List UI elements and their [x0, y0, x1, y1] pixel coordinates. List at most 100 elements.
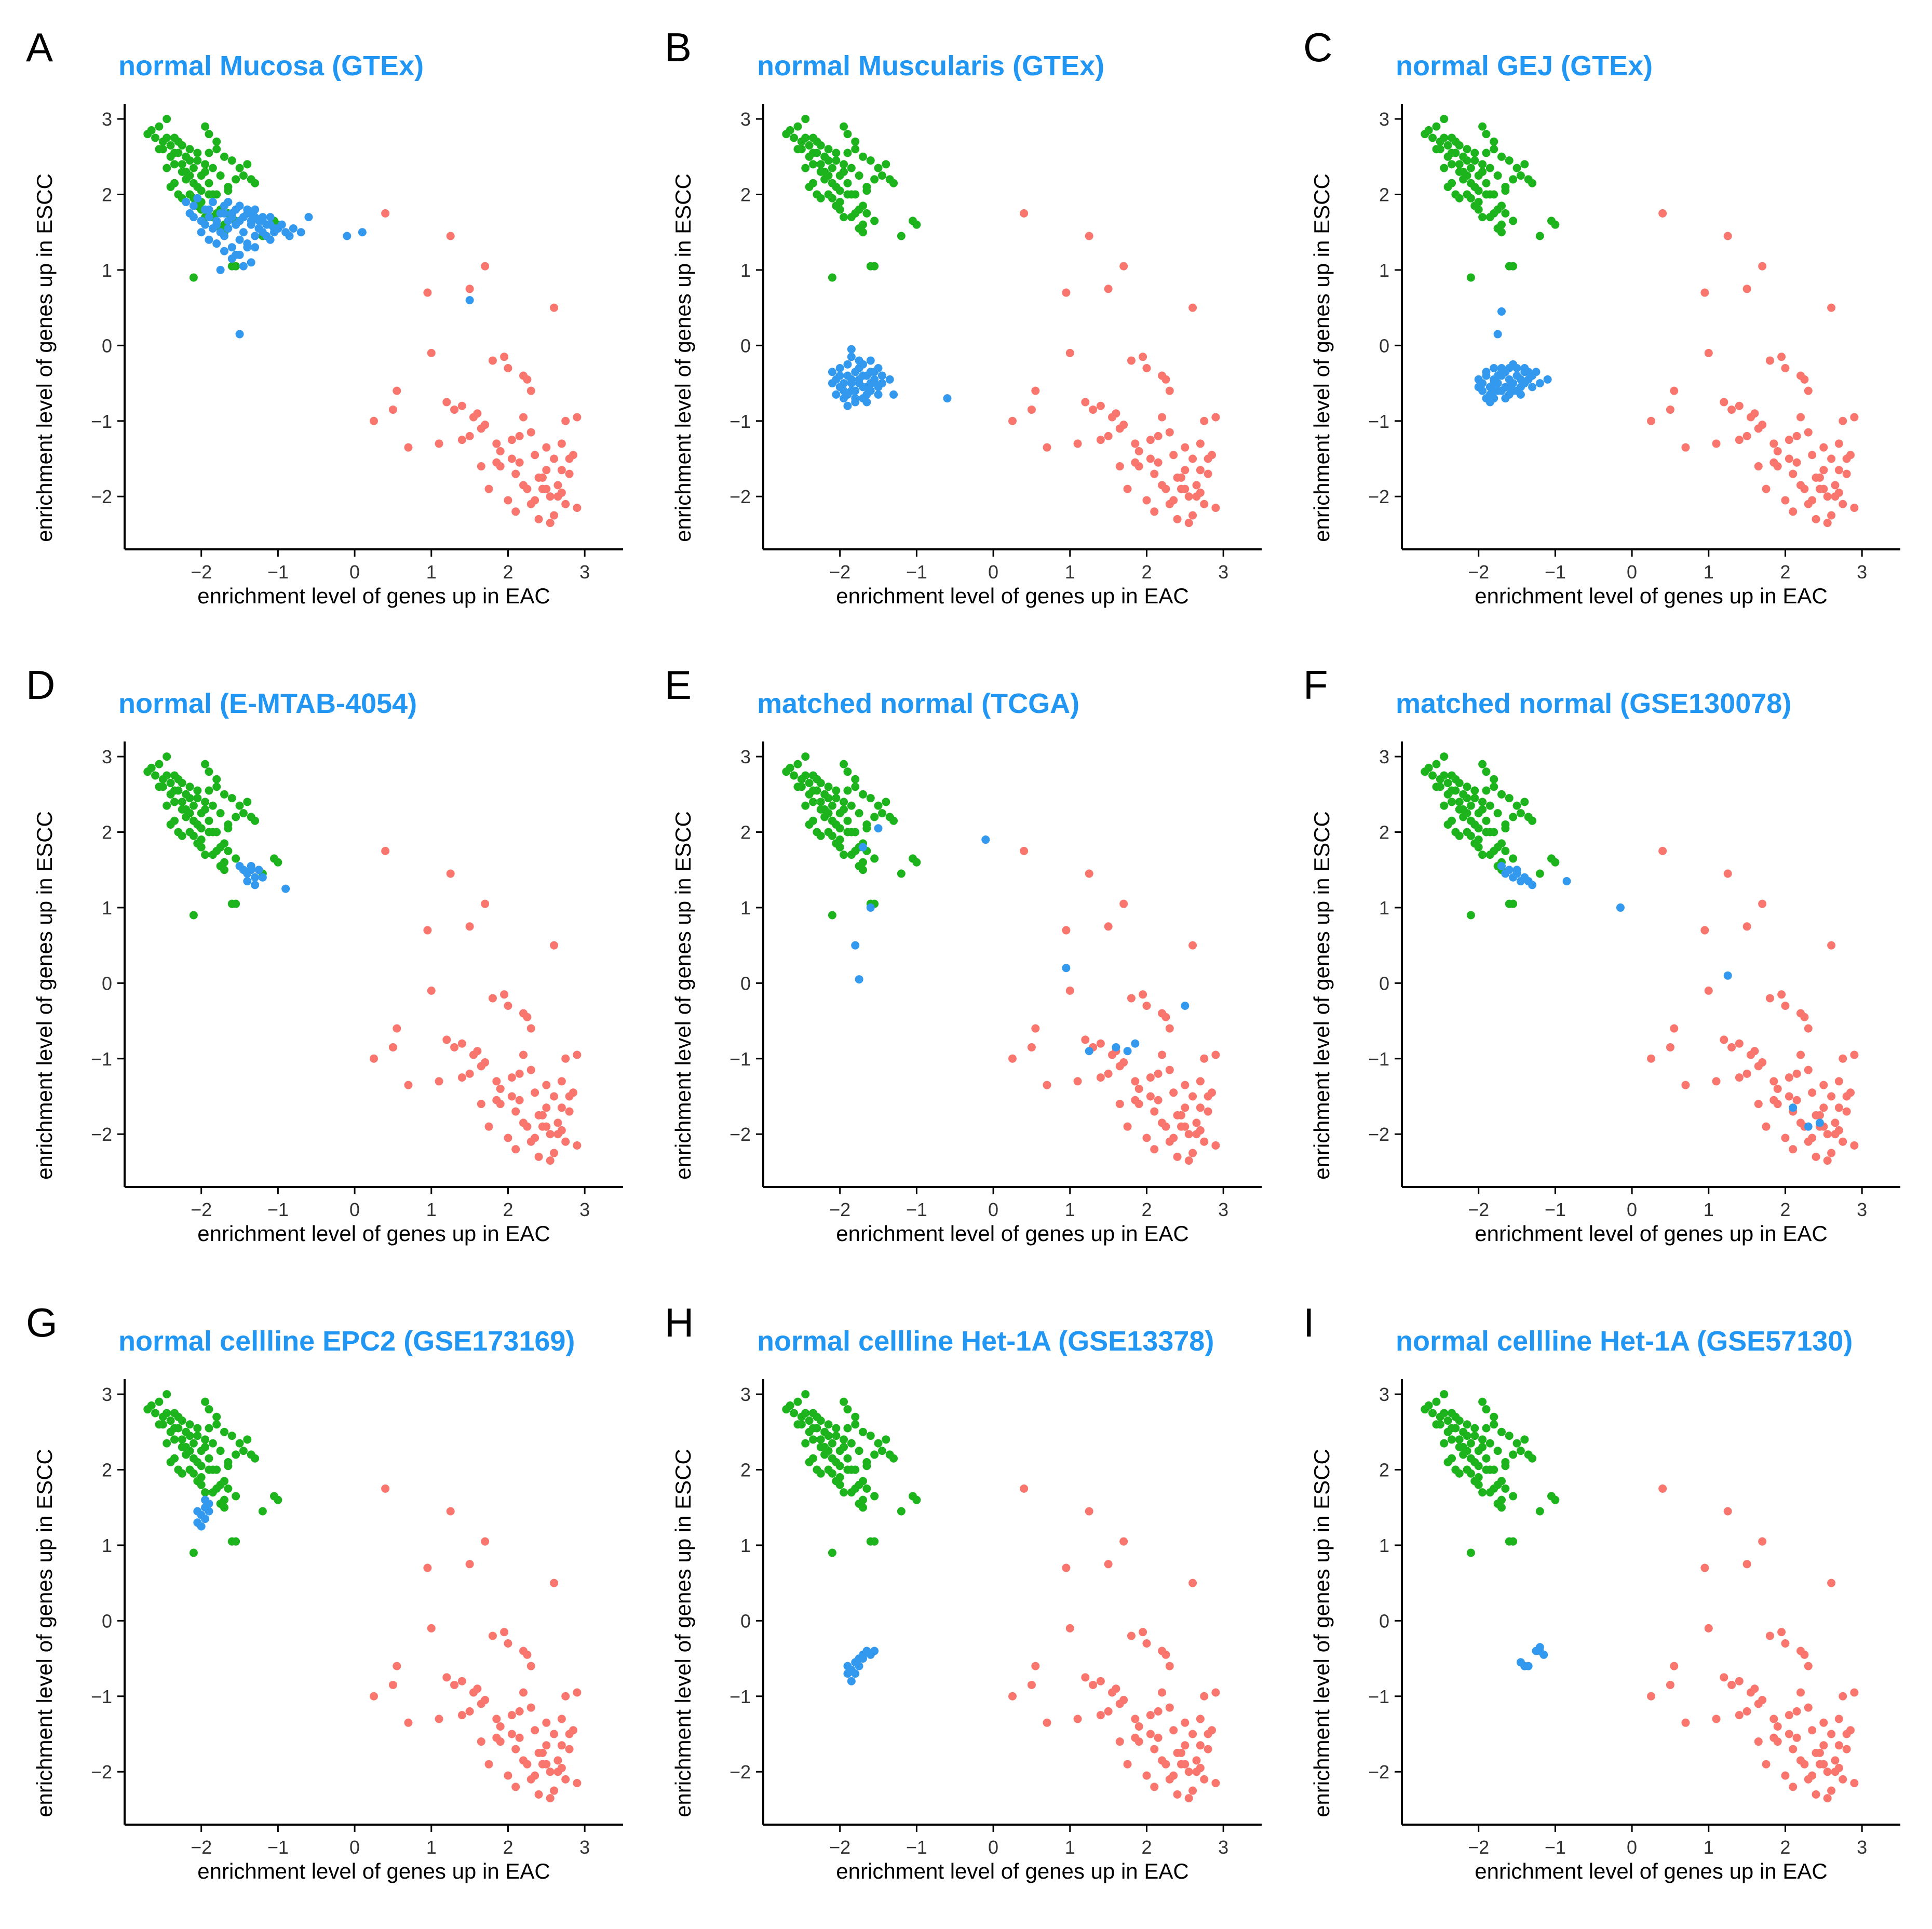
eac-point	[1196, 466, 1205, 475]
eac-point	[481, 1537, 490, 1546]
eac-point	[1188, 1786, 1197, 1795]
escc-point	[1485, 801, 1494, 810]
eac-point	[1200, 1775, 1209, 1784]
eac-point	[1142, 1134, 1151, 1142]
eac-point	[1177, 473, 1185, 482]
eac-point	[1200, 500, 1209, 508]
eac-point	[1085, 869, 1093, 878]
eac-point	[1181, 1760, 1190, 1769]
eac-point	[477, 1100, 485, 1109]
escc-point	[843, 816, 852, 825]
escc-point	[1493, 171, 1502, 180]
normal-point	[343, 232, 352, 240]
eac-point	[1785, 1711, 1793, 1720]
panel-title: matched normal (GSE130078)	[1396, 688, 1791, 719]
eac-point	[1769, 1077, 1778, 1086]
panel-letter: A	[26, 24, 53, 70]
eac-point	[488, 994, 497, 1003]
eac-point	[531, 496, 539, 505]
eac-point	[1827, 1149, 1836, 1157]
escc-point	[1470, 1424, 1479, 1433]
escc-point	[1463, 809, 1471, 818]
eac-point	[1723, 869, 1732, 878]
escc-point	[185, 783, 194, 791]
eac-point	[1112, 1684, 1120, 1693]
eac-point	[1839, 500, 1847, 508]
normal-point	[189, 213, 198, 222]
escc-point	[166, 141, 175, 150]
escc-point	[155, 783, 164, 791]
eac-point	[1769, 1733, 1778, 1742]
escc-point	[155, 1397, 164, 1406]
escc-point	[208, 828, 217, 837]
eac-point	[1762, 484, 1771, 493]
escc-point	[1501, 1484, 1510, 1493]
escc-point	[912, 858, 921, 867]
escc-point	[801, 771, 810, 780]
escc-point	[1424, 126, 1433, 134]
eac-point	[1192, 1756, 1201, 1765]
eac-point	[1134, 1084, 1143, 1093]
eac-point	[1700, 288, 1709, 297]
escc-point	[1448, 1424, 1456, 1433]
normal-point	[220, 247, 228, 255]
escc-point	[1520, 1435, 1529, 1444]
eac-point	[1146, 1092, 1155, 1101]
escc-point	[1490, 145, 1498, 154]
escc-point	[147, 763, 156, 772]
eac-point	[1681, 443, 1690, 452]
escc-point	[1455, 1416, 1464, 1425]
eac-point	[507, 454, 516, 463]
escc-point	[1490, 783, 1498, 791]
normal-point	[1543, 375, 1552, 384]
normal-point	[870, 1647, 879, 1655]
eac-point	[1777, 1628, 1786, 1637]
normal-point	[193, 194, 202, 203]
escc-point	[185, 828, 194, 837]
escc-point	[832, 1458, 841, 1466]
escc-point	[1463, 190, 1471, 199]
eac-point	[446, 232, 455, 240]
escc-point	[855, 1447, 863, 1455]
eac-point	[1173, 1790, 1182, 1799]
x-tick-label: 0	[349, 1199, 360, 1220]
eac-point	[1119, 1696, 1128, 1705]
escc-point	[828, 1439, 836, 1448]
escc-point	[801, 752, 810, 761]
eac-point	[1211, 1141, 1220, 1150]
normal-point	[1497, 861, 1506, 870]
eac-point	[1792, 1069, 1801, 1078]
eac-point	[542, 1741, 551, 1750]
escc-point	[201, 167, 210, 176]
escc-point	[155, 122, 164, 131]
eac-point	[1131, 1077, 1140, 1086]
eac-point	[1134, 1722, 1143, 1731]
y-tick-label: 2	[740, 822, 751, 843]
escc-point	[859, 866, 867, 874]
normal-point	[1112, 1043, 1120, 1051]
escc-point	[1509, 1450, 1518, 1459]
x-tick-label: −2	[1468, 1199, 1489, 1220]
escc-point	[828, 164, 836, 172]
eac-point	[1200, 1692, 1209, 1701]
escc-point	[224, 846, 233, 855]
eac-point	[1769, 1096, 1778, 1104]
escc-point	[851, 783, 860, 791]
escc-point	[1509, 175, 1518, 184]
eac-point	[1150, 469, 1159, 478]
normal-point	[239, 228, 248, 237]
eac-point	[457, 1677, 466, 1685]
eac-point	[1065, 986, 1074, 995]
eac-point	[1819, 1718, 1828, 1727]
y-tick-label: −1	[1368, 1048, 1389, 1070]
eac-point	[1115, 462, 1124, 471]
escc-point	[1516, 171, 1525, 180]
x-tick-label: −2	[829, 561, 850, 583]
y-tick-label: −1	[1368, 411, 1389, 432]
eac-point	[1796, 413, 1805, 422]
eac-point	[1165, 428, 1174, 437]
eac-point	[557, 466, 566, 475]
y-axis-label: enrichment level of genes up in ESCC	[1309, 173, 1334, 542]
